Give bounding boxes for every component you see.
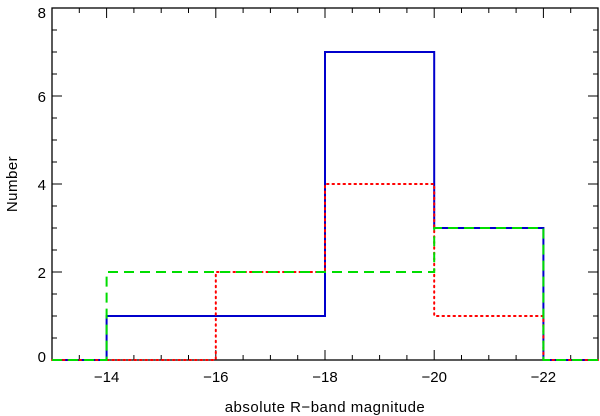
y-axis-title: Number	[4, 156, 21, 212]
series-layer	[51, 51, 599, 361]
x-tick-label: −20	[421, 369, 446, 386]
x-tick-label: −16	[203, 369, 228, 386]
x-tick-label: −14	[94, 369, 119, 386]
y-tick-label: 8	[38, 5, 46, 22]
y-tick-label: 0	[38, 349, 46, 366]
x-axis-title: absolute R−band magnitude	[225, 399, 426, 416]
y-tick-label: 4	[38, 177, 46, 194]
y-tick-label: 6	[38, 89, 46, 106]
tick-labels: −14 −16 −18 −20 −22 0 2 4 6 8	[38, 5, 556, 386]
x-tick-label: −18	[312, 369, 337, 386]
series-line-solid	[52, 51, 598, 361]
series-line-dashed	[52, 227, 598, 361]
y-tick-label: 2	[38, 265, 46, 282]
x-tick-label: −22	[531, 369, 556, 386]
